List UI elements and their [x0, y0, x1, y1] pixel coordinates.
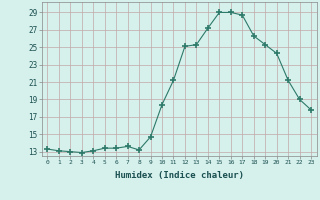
- X-axis label: Humidex (Indice chaleur): Humidex (Indice chaleur): [115, 171, 244, 180]
